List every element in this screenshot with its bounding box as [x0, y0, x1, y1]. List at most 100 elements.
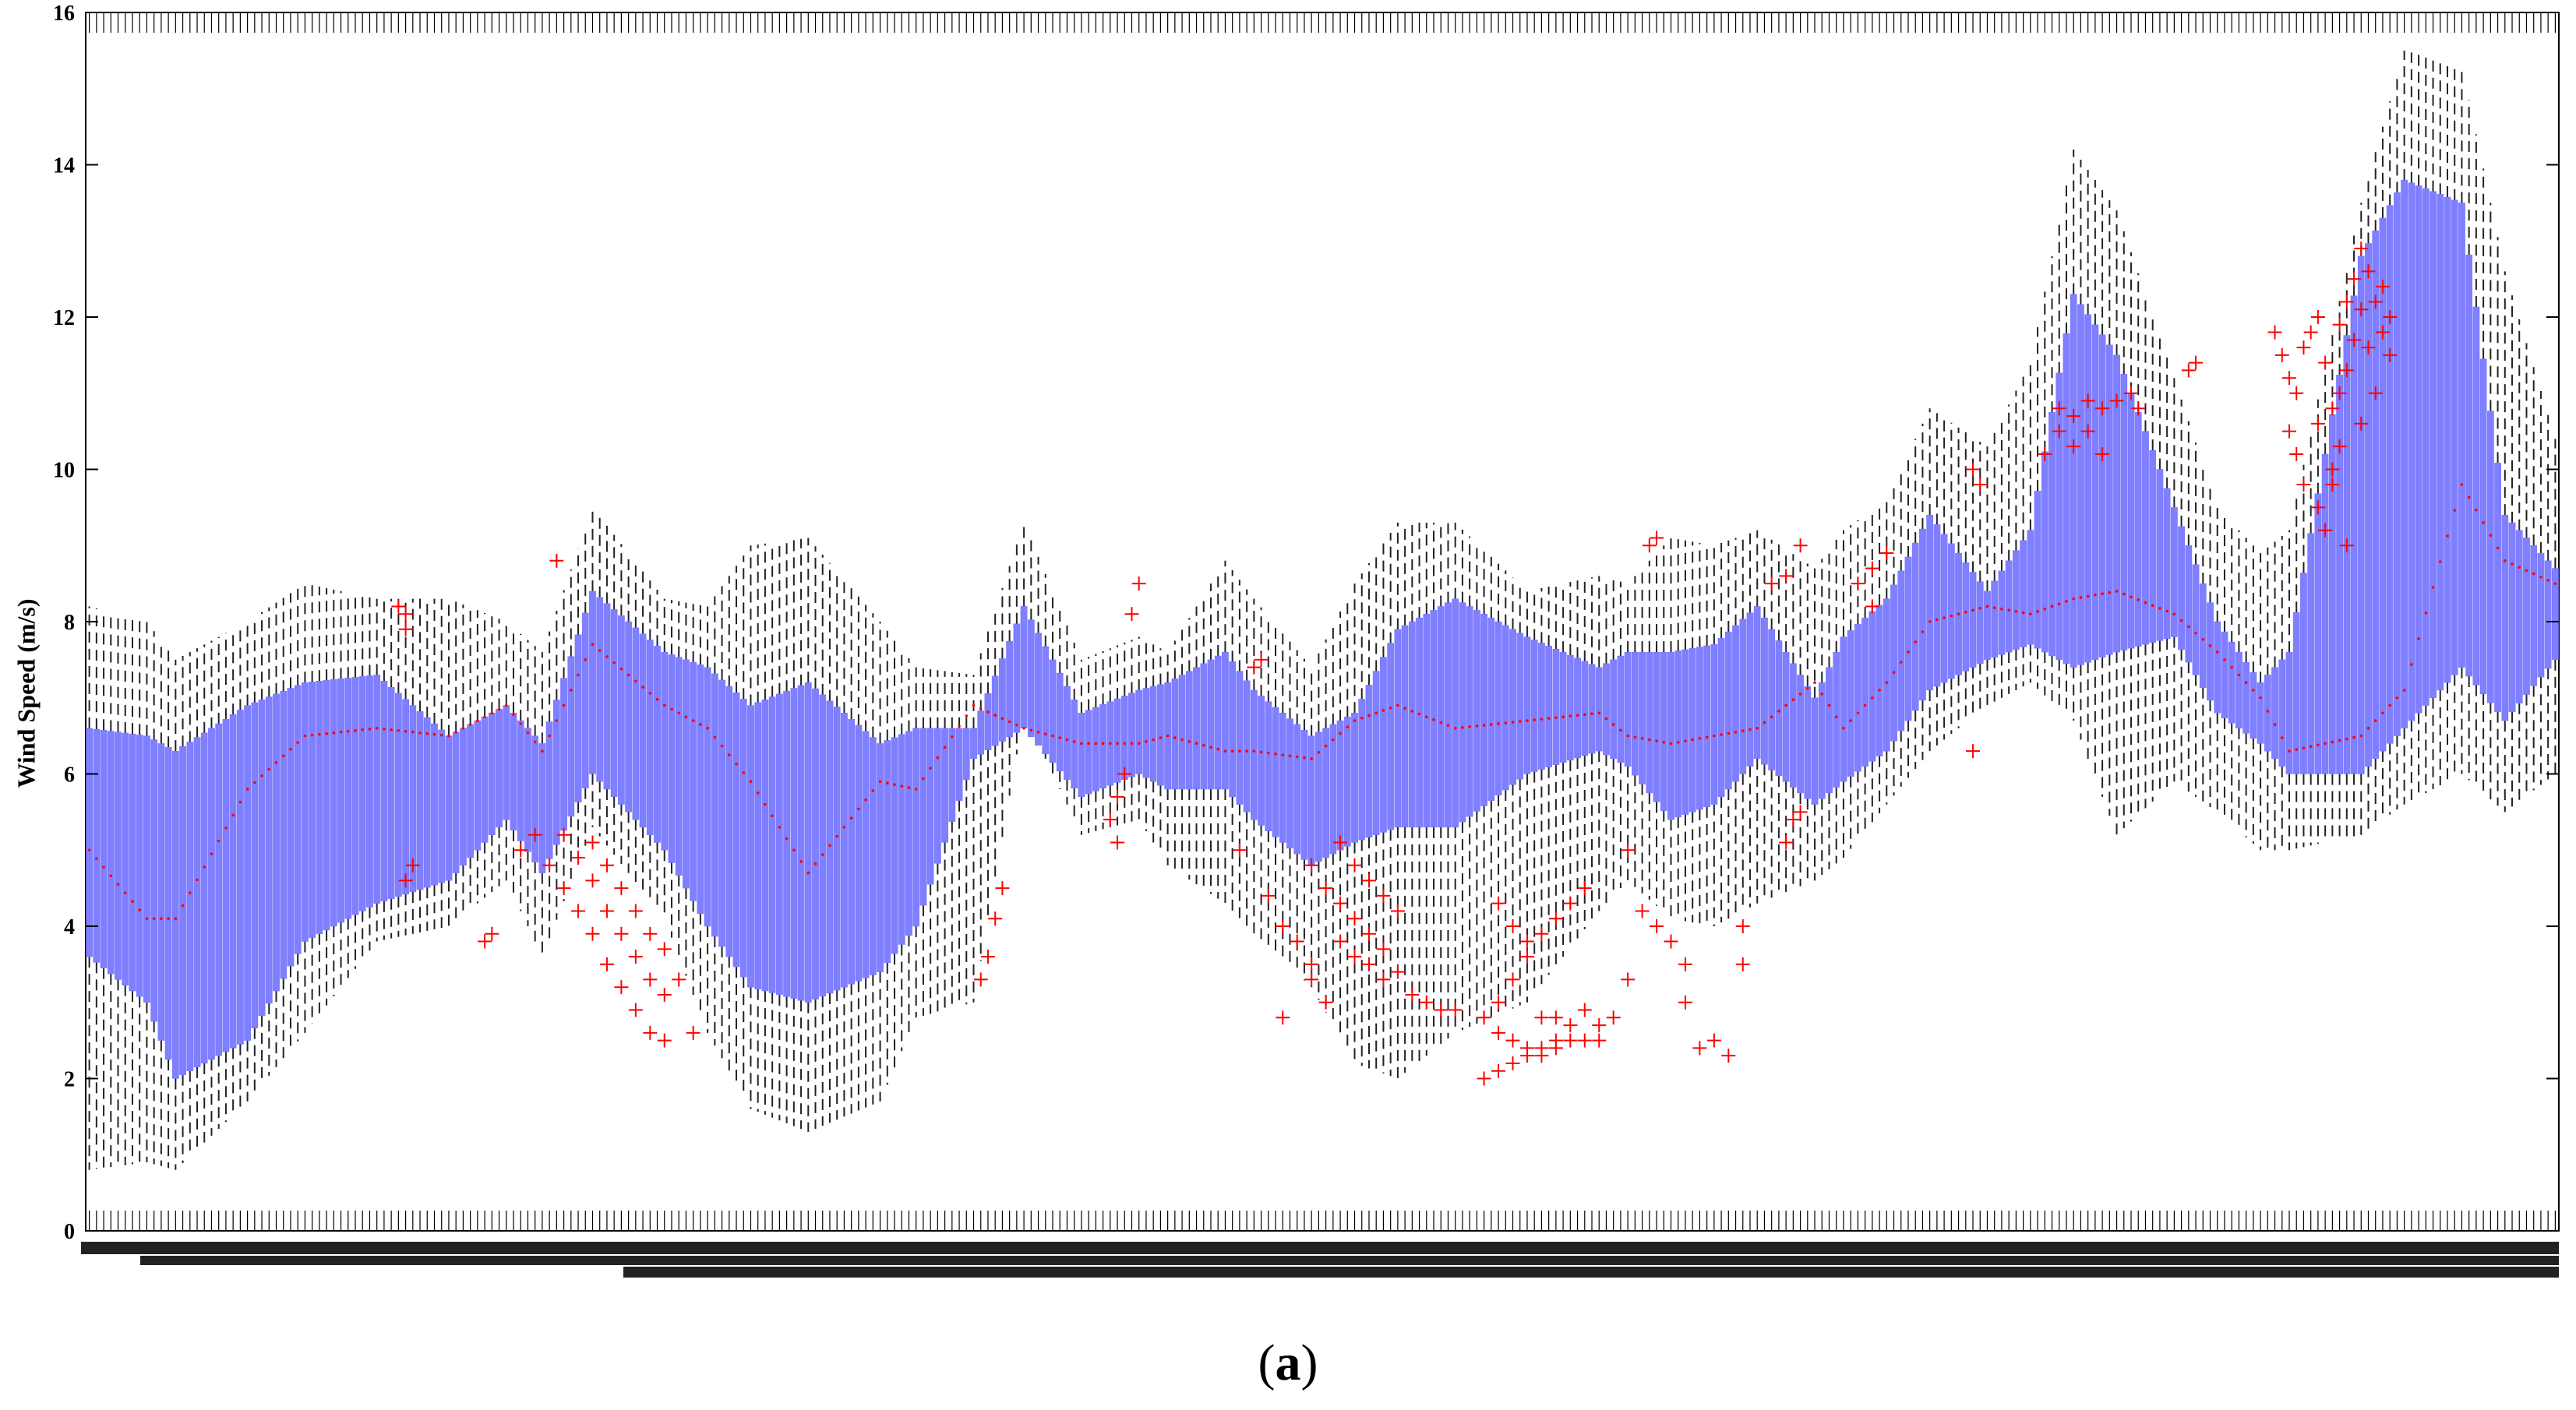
box-127 [991, 609, 999, 879]
outlier-marker [1779, 835, 1794, 850]
outlier-marker [405, 858, 420, 872]
box-190 [1445, 522, 1452, 1039]
outlier-marker [1491, 995, 1506, 1010]
box-body [452, 731, 460, 873]
box-115 [905, 657, 912, 1035]
box-body [1372, 671, 1380, 835]
box-195 [1480, 550, 1487, 1021]
median-marker [1187, 740, 1191, 743]
box-body [2113, 354, 2120, 653]
box-180 [1372, 553, 1380, 1071]
box-body [517, 720, 524, 841]
box-224 [1689, 541, 1696, 923]
box-138 [1071, 642, 1078, 820]
box-340 [2523, 343, 2530, 796]
outlier-marker [1779, 569, 1794, 583]
box-164 [1258, 607, 1265, 941]
box-body [2120, 374, 2128, 650]
box-209 [1581, 579, 1589, 929]
box-299 [2228, 522, 2235, 825]
box-129 [1006, 566, 1013, 796]
box-307 [2285, 530, 2293, 851]
box-body [1559, 651, 1567, 763]
outlier-marker [1505, 972, 1520, 987]
outlier-marker [2066, 409, 2081, 424]
box-102 [812, 546, 819, 1130]
box-body [373, 675, 381, 904]
box-body [1171, 679, 1179, 790]
box-body [1811, 697, 1819, 805]
outlier-marker [2354, 241, 2369, 256]
outliers [391, 241, 2398, 1086]
median-marker [1849, 719, 1852, 722]
box-45 [402, 598, 409, 936]
median-marker [541, 749, 544, 753]
box-body [1739, 619, 1747, 774]
median-marker [267, 767, 271, 771]
box-7 [129, 618, 136, 1165]
outlier-marker [599, 858, 614, 872]
median-marker [383, 728, 386, 731]
median-marker [1252, 749, 1256, 753]
box-body [1833, 651, 1840, 788]
median-marker [361, 728, 365, 731]
box-body [1416, 617, 1423, 828]
y-tick-label: 10 [53, 459, 75, 483]
box-202 [1530, 589, 1538, 994]
box-body [833, 707, 841, 991]
box-body [150, 739, 158, 1022]
median-marker [2072, 597, 2075, 601]
median-marker [713, 735, 717, 739]
box-170 [1300, 658, 1308, 981]
box-body [1293, 724, 1301, 855]
median-marker [857, 807, 860, 811]
median-marker [2338, 738, 2341, 742]
box-body [2171, 507, 2178, 637]
median-marker [806, 871, 810, 875]
median-marker [619, 667, 623, 671]
box-body [2178, 526, 2185, 650]
box-body [1732, 625, 1739, 782]
box-213 [1610, 580, 1618, 896]
median-marker [1741, 729, 1745, 732]
median-marker [1159, 736, 1163, 739]
box-192 [1459, 529, 1466, 1030]
box-body [1826, 667, 1833, 794]
box-body [1840, 636, 1847, 782]
box-body [129, 733, 136, 992]
box-body [2415, 185, 2422, 714]
box-252 [1890, 485, 1897, 796]
median-marker [1080, 742, 1083, 746]
median-marker [2237, 673, 2241, 677]
box-75 [618, 544, 625, 864]
box-body [460, 728, 467, 865]
box-79 [646, 580, 654, 901]
box-body [1624, 651, 1632, 767]
box-246 [1847, 525, 1854, 849]
outlier-marker [614, 881, 629, 896]
outlier-marker [1117, 767, 1132, 781]
box-176 [1343, 597, 1351, 1051]
outlier-marker [1333, 934, 1348, 949]
outlier-marker [1261, 888, 1276, 903]
outlier-marker [628, 904, 643, 918]
box-body [1027, 619, 1035, 738]
box-body [1660, 651, 1667, 811]
median-marker [245, 788, 249, 791]
box-317 [2357, 203, 2365, 835]
median-marker [641, 686, 644, 689]
box-198 [1501, 570, 1509, 1012]
box-217 [1639, 568, 1646, 894]
box-body [970, 728, 977, 760]
box-29 [287, 593, 295, 1050]
outlier-marker [1434, 1003, 1449, 1017]
box-body [237, 710, 244, 1045]
median-marker [432, 732, 436, 736]
median-marker [1230, 749, 1234, 753]
box-298 [2221, 515, 2228, 819]
outlier-marker [1361, 926, 1376, 941]
box-body [1394, 629, 1402, 828]
outlier-marker [1548, 1010, 1563, 1025]
outlier-marker [2303, 325, 2318, 340]
median-marker [1007, 720, 1011, 724]
